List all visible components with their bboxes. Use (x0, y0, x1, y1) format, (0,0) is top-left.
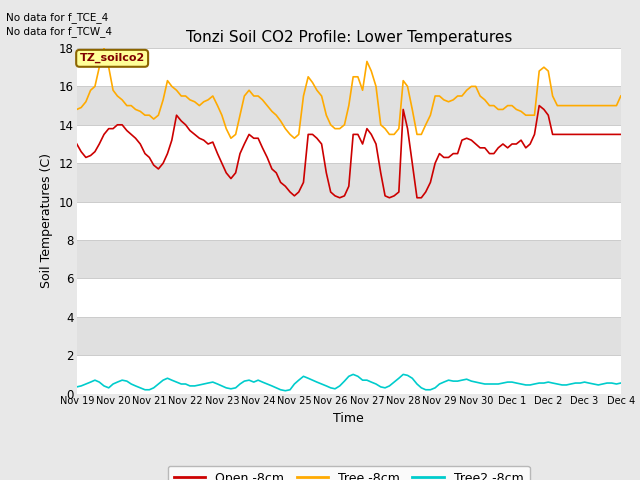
Bar (77, 240, 621, 278)
Y-axis label: Soil Temperatures (C): Soil Temperatures (C) (40, 153, 54, 288)
Bar (77, 278, 621, 317)
X-axis label: Time: Time (333, 412, 364, 425)
Bar (77, 86, 621, 125)
Bar (77, 355, 621, 394)
Bar (77, 163, 621, 202)
Bar (77, 48, 621, 86)
Text: TZ_soilco2: TZ_soilco2 (79, 53, 145, 63)
Text: No data for f_TCE_4: No data for f_TCE_4 (6, 12, 109, 23)
Text: No data for f_TCW_4: No data for f_TCW_4 (6, 26, 113, 37)
Bar (77, 202, 621, 240)
Bar (77, 125, 621, 163)
Legend: Open -8cm, Tree -8cm, Tree2 -8cm: Open -8cm, Tree -8cm, Tree2 -8cm (168, 466, 530, 480)
Bar (77, 317, 621, 355)
Title: Tonzi Soil CO2 Profile: Lower Temperatures: Tonzi Soil CO2 Profile: Lower Temperatur… (186, 30, 512, 46)
